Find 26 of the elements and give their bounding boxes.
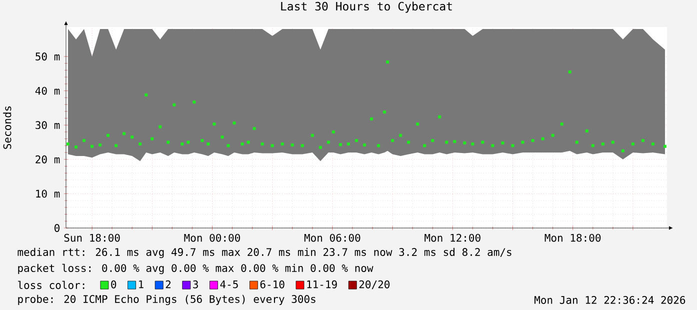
legend-label: 6-10 [260, 280, 284, 288]
x-tick-label: Mon 06:00 [304, 234, 360, 242]
legend-label: 1 [139, 280, 144, 288]
legend-title: loss color: [18, 280, 84, 290]
y-axis-title: Seconds [3, 106, 12, 149]
chart-title: Last 30 Hours to Cybercat [281, 2, 452, 13]
y-tick-label: 0 [54, 224, 60, 232]
x-tick-label: Mon 18:00 [544, 234, 601, 242]
text: median rtt: 26.1 ms avg 49.7 ms max 20.7 ms min 23.7 ms now 3.2 ms sd 8.2 am/s [18, 248, 512, 258]
legend-label: 4-5 [220, 280, 238, 288]
text: Mon Jan 12 22:36:24 2026 [534, 296, 686, 304]
text: probe: 20 ICMP Echo Pings (56 Bytes) every 300s [18, 294, 316, 306]
y-tick-label: 10 m [36, 190, 60, 198]
y-tick-label: 40 m [35, 86, 60, 95]
legend-label: 2 [166, 280, 171, 288]
y-tick-label: 30 m [36, 121, 60, 130]
x-tick-label: Mon 12:00 [424, 234, 480, 242]
x-tick-label: Sun 18:00 [64, 234, 120, 242]
x-tick-label: Mon 00:00 [184, 234, 240, 242]
y-tick-label: 20 m [36, 155, 60, 164]
legend-label: 11-19 [307, 280, 337, 288]
legend-label: 20/20 [359, 280, 390, 290]
y-tick-label: 50 m [36, 52, 60, 60]
legend-label: 0 [111, 280, 116, 288]
text: packet loss: 0.00 % avg 0.00 % max 0.00 % min 0.00 % now [18, 264, 374, 274]
legend-label: 3 [193, 280, 198, 288]
